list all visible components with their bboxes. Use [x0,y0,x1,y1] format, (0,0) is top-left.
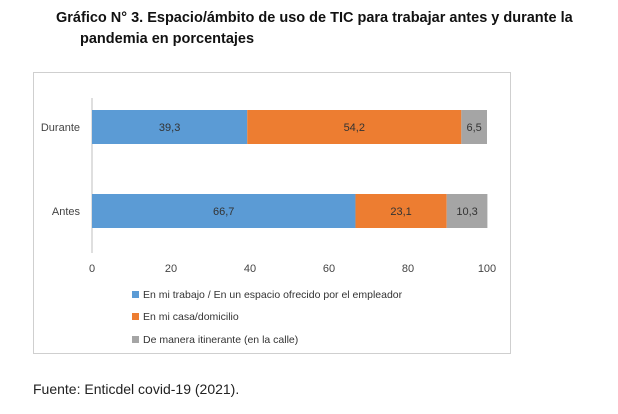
data-label: 66,7 [213,206,234,218]
category-label: Antes [52,206,81,218]
chart-title: Gráfico N° 3. Espacio/ámbito de uso de T… [56,8,601,50]
data-label: 39,3 [159,122,180,134]
bar-segment [92,110,248,144]
bar-segment [446,194,488,228]
x-tick-label: 100 [478,263,496,275]
chart-frame [33,72,511,354]
category-label: Durante [41,122,80,134]
data-label: 23,1 [390,206,411,218]
bar-segment [461,110,487,144]
legend-label: En mi casa/domicilio [143,311,239,323]
legend-swatch [132,291,139,298]
x-tick-label: 60 [323,263,335,275]
chart-title-line2: pandemia en porcentajes [80,31,255,47]
chart-title-line1: Gráfico N° 3. Espacio/ámbito de uso de T… [56,10,573,26]
bar-segment [92,194,356,228]
data-label: 6,5 [467,122,482,134]
x-tick-label: 20 [165,263,177,275]
x-tick-label: 0 [89,263,95,275]
bar-segment [355,194,447,228]
x-tick-label: 80 [402,263,414,275]
source-note: Fuente: Enticdel covid-19 (2021). [33,381,240,397]
x-tick-label: 40 [244,263,256,275]
legend-swatch [132,313,139,320]
data-label: 54,2 [344,122,365,134]
legend-label: De manera itinerante (en la calle) [143,334,298,346]
bar-segment [247,110,462,144]
legend-label: En mi trabajo / En un espacio ofrecido p… [143,289,403,301]
data-label: 10,3 [456,206,477,218]
legend-swatch [132,336,139,343]
